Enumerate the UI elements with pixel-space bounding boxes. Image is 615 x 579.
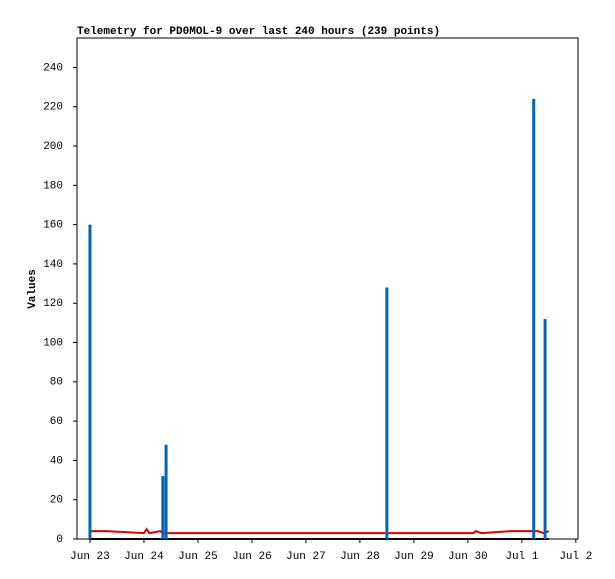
x-tick-label: Jun 24 <box>124 551 164 563</box>
y-tick-label: 20 <box>50 495 63 507</box>
y-tick-label: 220 <box>43 102 63 114</box>
chart-title: Telemetry for PD0MOL-9 over last 240 hou… <box>77 26 440 38</box>
y-tick-label: 160 <box>43 220 63 232</box>
x-tick-label: Jun 27 <box>286 551 326 563</box>
series-line <box>89 527 550 535</box>
x-tick-label: Jun 26 <box>232 551 272 563</box>
y-tick-label: 0 <box>56 534 63 546</box>
y-tick-label: 180 <box>43 180 63 192</box>
plot-frame <box>76 37 579 540</box>
y-tick-label: 240 <box>43 62 63 74</box>
x-tick-label: Jun 30 <box>448 551 488 563</box>
y-tick-label: 100 <box>43 337 63 349</box>
y-tick-label: 40 <box>50 455 63 467</box>
x-tick-label: Jul 2 <box>559 551 592 563</box>
y-tick-label: 120 <box>43 298 63 310</box>
y-tick-label: 80 <box>50 377 63 389</box>
x-tick-label: Jul 1 <box>505 551 538 563</box>
x-tick-label: Jun 23 <box>70 551 110 563</box>
y-tick-label: 200 <box>43 141 63 153</box>
x-tick-label: Jun 28 <box>340 551 380 563</box>
y-tick-label: 60 <box>50 416 63 428</box>
y-tick-label: 140 <box>43 259 63 271</box>
y-axis-label: Values <box>27 269 39 309</box>
x-tick-label: Jun 25 <box>178 551 218 563</box>
x-tick-label: Jun 29 <box>394 551 434 563</box>
